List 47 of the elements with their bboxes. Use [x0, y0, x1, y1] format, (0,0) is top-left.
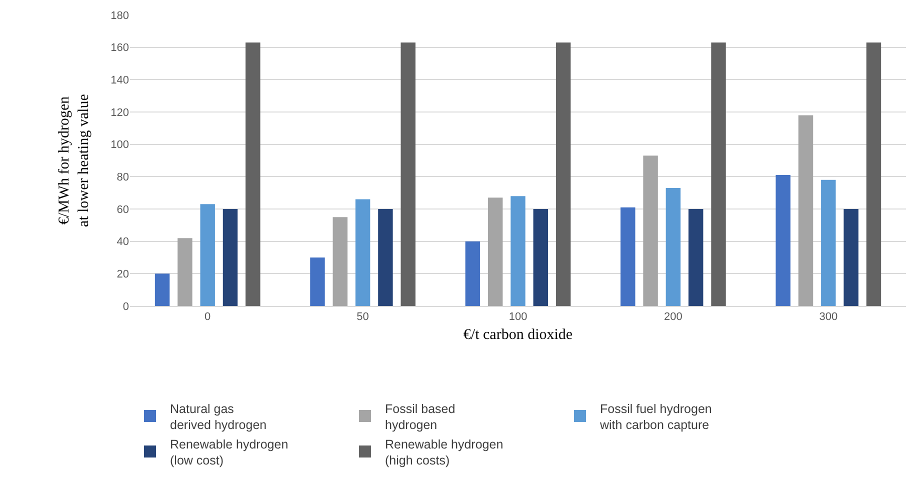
- y-tick-label: 100: [110, 139, 129, 152]
- bar: [688, 209, 704, 306]
- bar: [178, 238, 192, 306]
- y-axis-title: €/MWh for hydrogen at lower heating value: [56, 94, 92, 227]
- bar: [776, 175, 790, 306]
- x-tick-label: 300: [819, 311, 838, 324]
- bar: [666, 188, 681, 306]
- bar: [378, 209, 393, 306]
- bar: [200, 204, 215, 306]
- bar: [798, 115, 814, 306]
- y-tick-label: 80: [116, 172, 129, 184]
- x-axis-title: €/t carbon dioxide: [463, 327, 573, 344]
- bar: [400, 42, 416, 306]
- x-tick-label: 0: [204, 311, 211, 324]
- y-tick-label: 140: [110, 74, 129, 87]
- bar: [866, 42, 882, 306]
- bar: [620, 207, 636, 306]
- x-tick-label: 200: [664, 311, 682, 324]
- legend-label: Natural gas derived hydrogen: [170, 402, 267, 432]
- bar: [711, 42, 726, 306]
- y-tick-label: 160: [110, 42, 129, 54]
- legend-label: Fossil based hydrogen: [385, 402, 456, 432]
- bar: [844, 209, 858, 306]
- bar: [465, 241, 480, 306]
- y-tick-label: 120: [110, 106, 129, 119]
- bar: [310, 258, 325, 306]
- y-tick-label: 20: [116, 268, 129, 281]
- bar: [355, 199, 370, 306]
- legend-label: Renewable hydrogen (low cost): [170, 437, 288, 468]
- y-tick-label: 0: [122, 300, 129, 313]
- y-tick-label: 180: [110, 10, 129, 22]
- x-tick-label: 100: [508, 311, 528, 324]
- bar: [222, 209, 238, 306]
- legend-label: Fossil fuel hydrogen with carbon capture: [599, 402, 712, 432]
- bar: [510, 196, 526, 306]
- bar: [533, 209, 548, 306]
- y-tick-label: 40: [116, 236, 129, 248]
- legend-label: Renewable hydrogen (high costs): [385, 437, 504, 468]
- x-tick-label: 50: [356, 311, 369, 324]
- bar: [556, 42, 571, 306]
- bar: [821, 180, 836, 306]
- bar: [332, 217, 348, 306]
- bar: [246, 42, 260, 306]
- bar: [488, 198, 503, 306]
- bar: [643, 156, 658, 306]
- y-tick-label: 60: [116, 204, 129, 216]
- bar: [154, 274, 170, 306]
